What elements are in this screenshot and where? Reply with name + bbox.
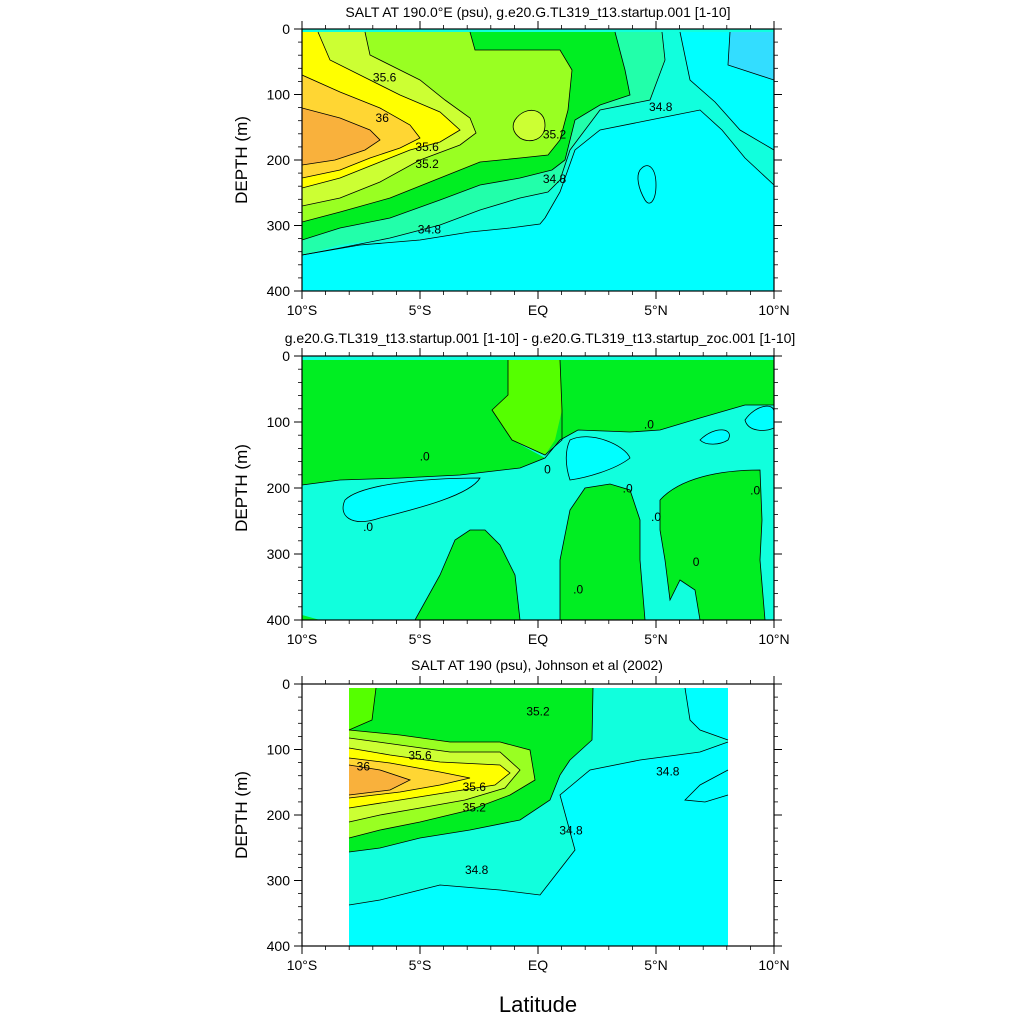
contour-labels: 35.2 35.6 36 34.8 35.6 35.2 34.8 34.8 — [357, 704, 680, 877]
x-tick-label: 5°N — [644, 631, 668, 647]
y-tick-label: 0 — [282, 676, 290, 692]
contour-lines — [348, 687, 729, 906]
x-tick-label: 10°S — [287, 957, 318, 973]
panel-observed-salinity: SALT AT 190 (psu), Johnson et al (2002) — [348, 657, 729, 946]
y-tick-label: 0 — [282, 21, 290, 37]
panel-difference: g.e20.G.TL319_t13.startup.001 [1-10] - g… — [285, 330, 796, 620]
region-positive-bottom-b — [560, 484, 645, 620]
panel-title: SALT AT 190.0°E (psu), g.e20.G.TL319_t13… — [345, 4, 730, 20]
region-34-6-c — [637, 165, 656, 204]
contour-label: 35.2 — [463, 801, 487, 815]
contour-fill — [302, 356, 774, 620]
x-axis-label: Latitude — [499, 992, 577, 1017]
region-negative-left — [343, 478, 480, 522]
region-35-6-b — [513, 110, 545, 141]
y-tick-label: 200 — [267, 152, 291, 168]
contour-label: 0 — [544, 462, 551, 476]
region-positive-green — [492, 360, 562, 455]
x-tick-label: EQ — [528, 631, 548, 647]
y-tick-label: 300 — [267, 546, 291, 562]
y-tick-label: 100 — [267, 414, 291, 430]
x-tick-label: 5°N — [644, 302, 668, 318]
y-axis-label: DEPTH (m) — [232, 771, 251, 859]
contour-label: 36 — [376, 111, 390, 125]
axes-panel-1: 10°S 5°S EQ 5°N 10°N 0 100 200 300 400 DEPTH (m) — [232, 21, 790, 318]
region-negative-right — [700, 429, 730, 445]
y-axis-label: DEPTH (m) — [232, 444, 251, 532]
y-tick-label: 400 — [267, 938, 291, 954]
region-negative-mid — [566, 436, 630, 480]
x-tick-label: 10°N — [758, 302, 789, 318]
x-tick-label: EQ — [528, 957, 548, 973]
x-tick-label: 10°S — [287, 631, 318, 647]
x-tick-label: 5°N — [644, 957, 668, 973]
axes-panel-2: 10°S 5°S EQ 5°N 10°N 0 100 200 300 400 DEPTH (m) — [232, 348, 790, 647]
contour-lines — [302, 359, 774, 620]
axes-panel-3: 10°S 5°S EQ 5°N 10°N 0 100 200 300 400 DEPTH (m) — [232, 676, 790, 973]
contour-label: 36 — [357, 759, 371, 773]
contour-label: 35.6 — [408, 748, 432, 762]
contour-label: .0 — [623, 482, 633, 496]
contour-label: 34.8 — [418, 222, 442, 236]
contour-label: .0 — [644, 418, 654, 432]
region-34-4 — [728, 32, 774, 80]
contour-label: .0 — [750, 484, 760, 498]
contour-label: 35.6 — [373, 70, 397, 84]
y-tick-label: 100 — [267, 742, 291, 758]
contour-label: 34.8 — [656, 765, 680, 779]
contour-label: 0 — [693, 555, 700, 569]
region-positive-top — [302, 360, 545, 485]
region-34-6-c — [349, 742, 728, 946]
panel-title: g.e20.G.TL319_t13.startup.001 [1-10] - g… — [285, 330, 796, 346]
panel-title: SALT AT 190 (psu), Johnson et al (2002) — [411, 657, 663, 673]
contour-label: .0 — [573, 583, 583, 597]
region-positive-bottom-a — [415, 530, 520, 620]
contour-fill — [348, 687, 729, 946]
x-tick-label: 10°S — [287, 302, 318, 318]
x-tick-label: 5°S — [409, 302, 432, 318]
contour-fill — [302, 29, 774, 291]
contour-label: 34.8 — [559, 824, 583, 838]
contour-label: 34.8 — [543, 172, 567, 186]
region-positive-bottom-c — [660, 470, 765, 620]
y-tick-label: 0 — [282, 348, 290, 364]
panel-model-salinity: SALT AT 190.0°E (psu), g.e20.G.TL319_t13… — [302, 4, 774, 291]
contour-lines — [302, 31, 774, 256]
region-35-4 — [349, 688, 376, 730]
x-tick-label: 10°N — [758, 957, 789, 973]
contour-label: 34.8 — [465, 863, 489, 877]
y-axis-label: DEPTH (m) — [232, 116, 251, 204]
x-tick-label: 5°S — [409, 957, 432, 973]
y-tick-label: 400 — [267, 283, 291, 299]
contour-label: 35.2 — [543, 127, 567, 141]
contour-label: 35.6 — [463, 780, 487, 794]
y-tick-label: 100 — [267, 87, 291, 103]
contour-label: .0 — [420, 449, 430, 463]
y-tick-label: 300 — [267, 218, 291, 234]
region-positive-bottom-d — [302, 615, 320, 620]
contour-label: .0 — [363, 520, 373, 534]
y-tick-label: 200 — [267, 480, 291, 496]
region-34-6 — [685, 688, 728, 740]
region-36-2 — [302, 108, 380, 165]
y-tick-label: 300 — [267, 873, 291, 889]
region-34-6-b — [302, 110, 774, 291]
y-tick-label: 400 — [267, 612, 291, 628]
contour-label: .0 — [651, 510, 661, 524]
x-tick-label: 10°N — [758, 631, 789, 647]
x-tick-label: 5°S — [409, 631, 432, 647]
contour-label: 35.2 — [526, 704, 550, 718]
contour-labels: .0 .0 0 .0 .0 .0 .0 0 .0 — [363, 418, 760, 597]
contour-labels: 35.6 36 35.6 35.2 34.8 35.2 34.8 34.8 — [373, 70, 673, 236]
contour-label: 35.2 — [415, 157, 439, 171]
x-tick-label: EQ — [528, 302, 548, 318]
contour-label: 35.6 — [415, 140, 439, 154]
y-tick-label: 200 — [267, 807, 291, 823]
contour-label: 34.8 — [649, 100, 673, 114]
